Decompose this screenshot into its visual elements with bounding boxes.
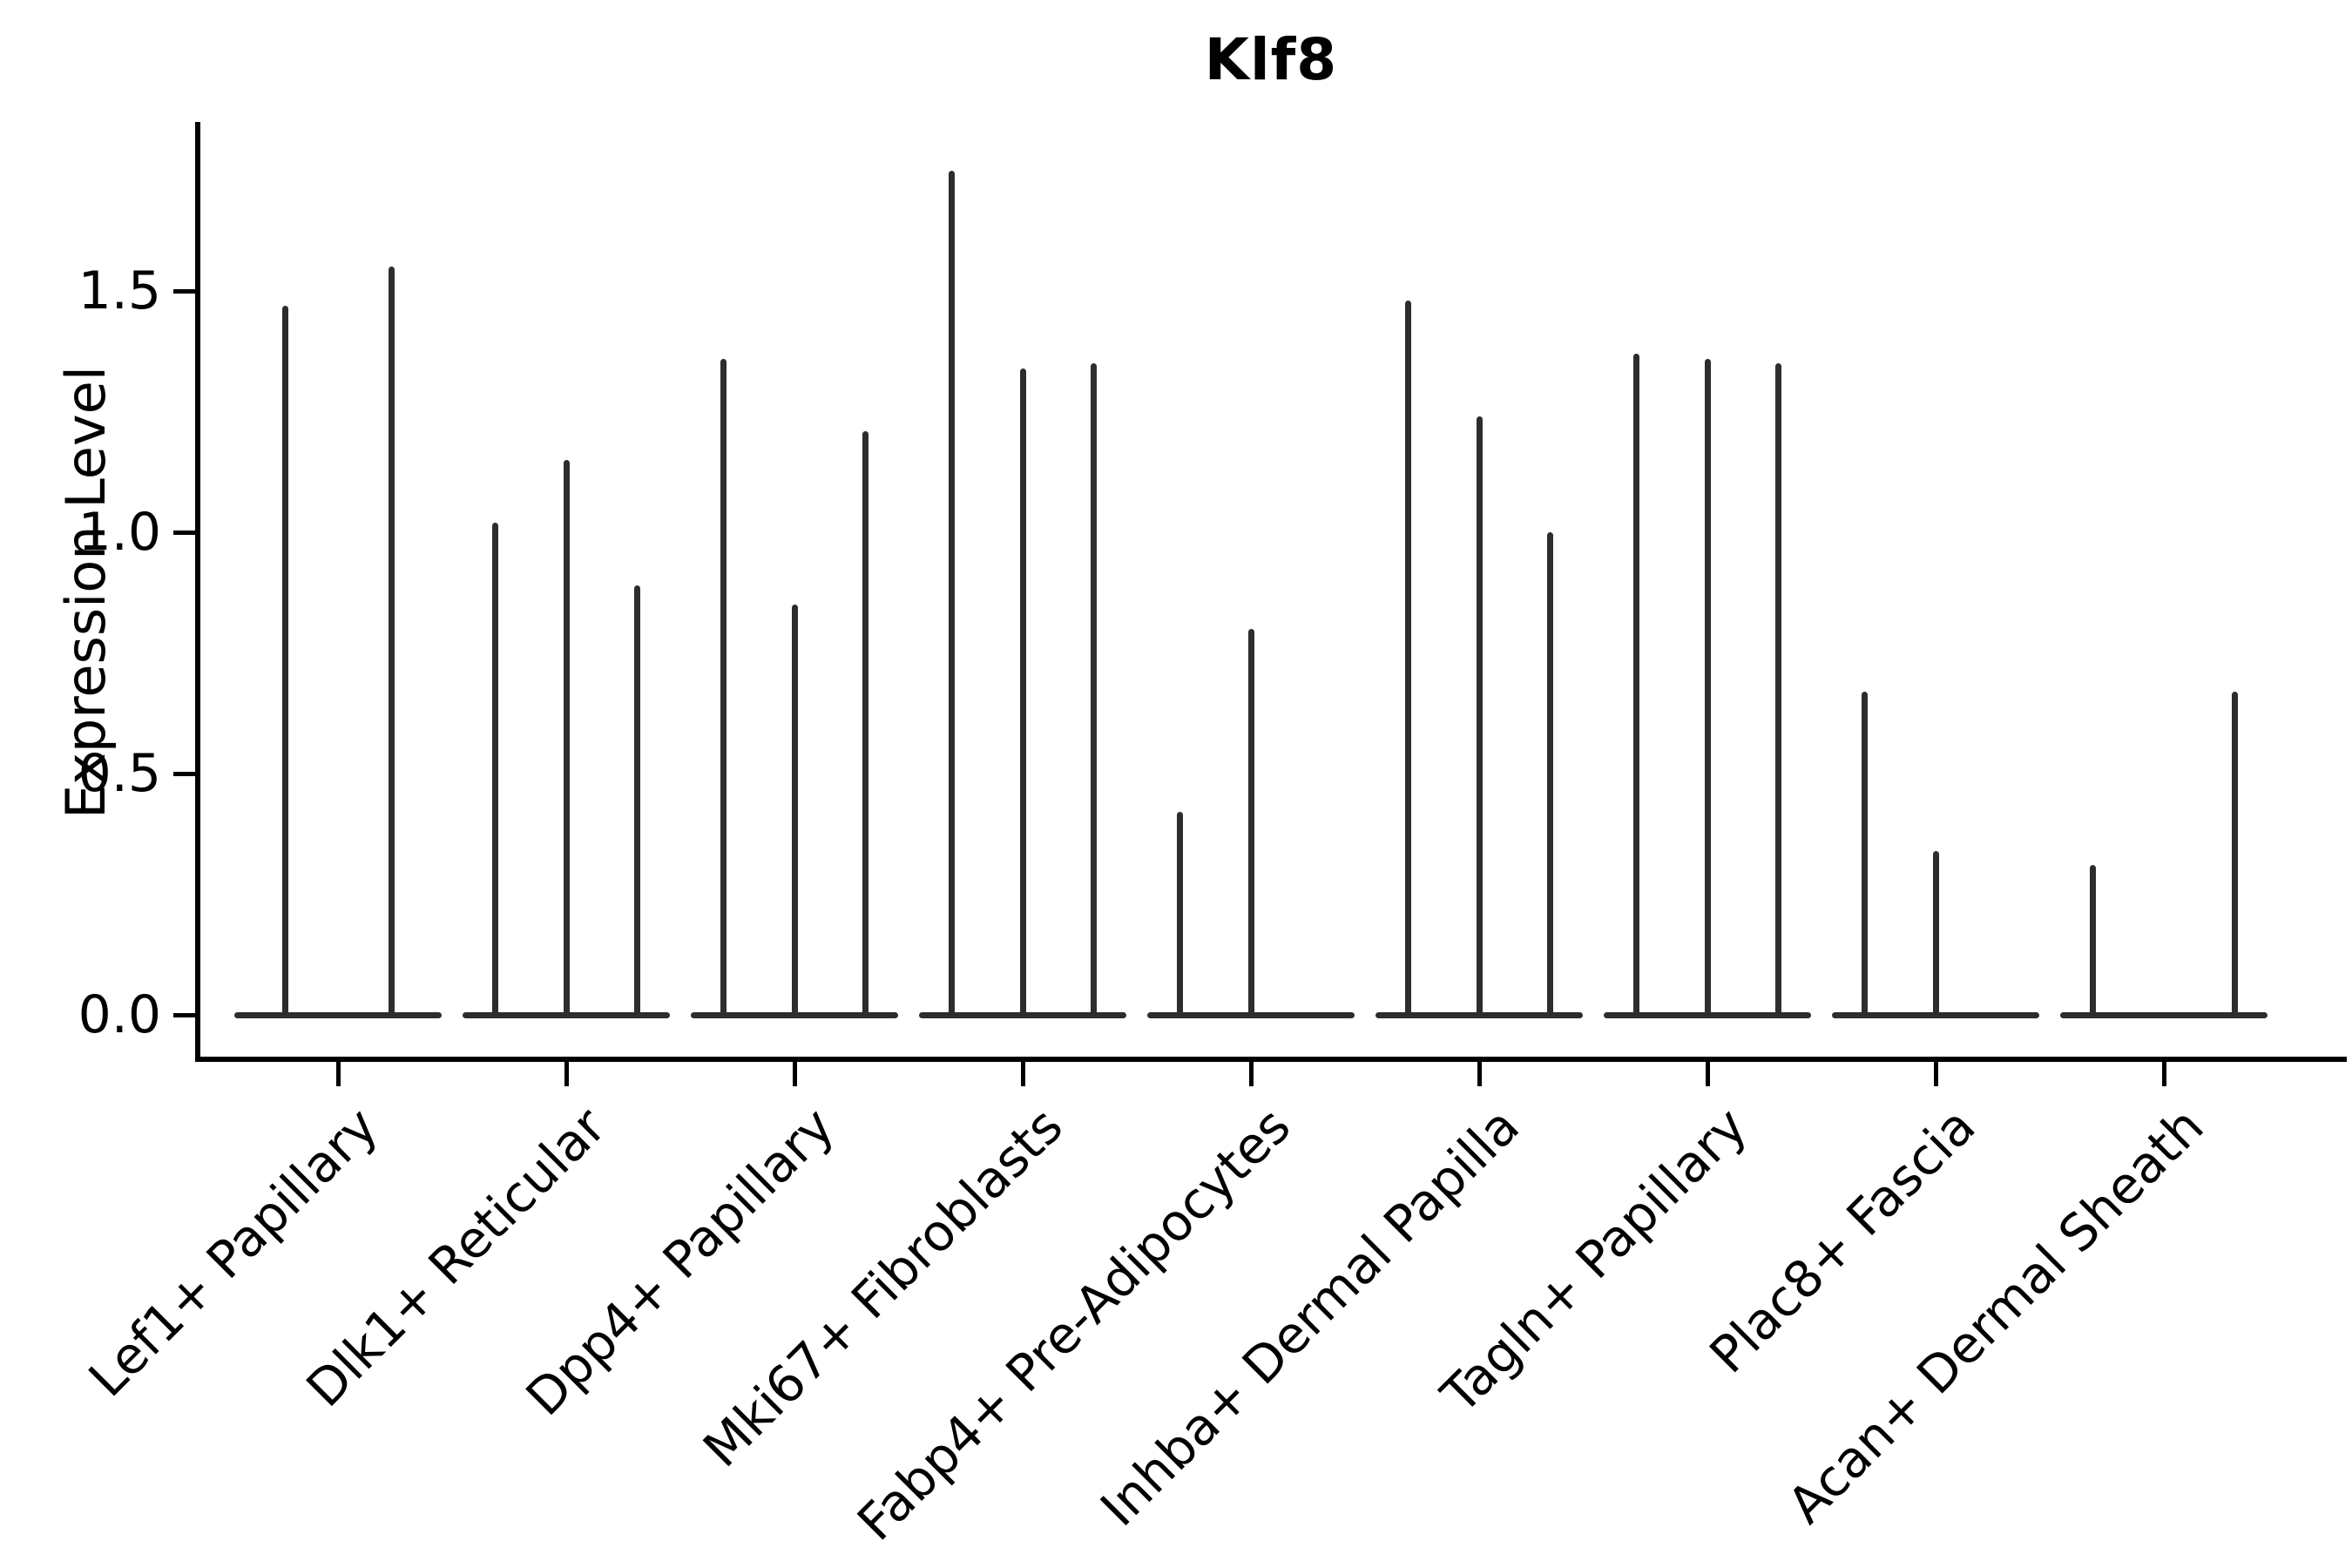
x-tick [1705,1062,1710,1086]
violin-spike [2231,691,2238,1015]
y-tick [173,530,195,535]
y-tick-label: 0.5 [78,743,161,804]
violin-base [234,1011,442,1018]
x-tick [1248,1062,1254,1086]
x-axis-spine [195,1057,2347,1062]
y-tick-label: 0.0 [78,984,161,1045]
x-tick [1477,1062,1482,1086]
violin-spike [1546,532,1553,1015]
violin-spike [1177,812,1184,1015]
violin-spike [1633,354,1640,1015]
x-tick [2161,1062,2166,1086]
violin-spike [1405,301,1412,1015]
violin-base [2060,1011,2268,1018]
violin-spike [1862,691,1869,1015]
violin-spike [281,305,288,1015]
y-tick-label: 1.5 [78,260,161,321]
x-tick [1933,1062,1938,1086]
y-tick [173,771,195,776]
violin-base [919,1011,1126,1018]
violin-spike [388,267,395,1015]
violin-spike [1774,363,1781,1015]
violin-base [1375,1011,1583,1018]
y-tick-label: 1.0 [78,502,161,563]
violin-spike [2090,865,2097,1015]
violin-base [1147,1011,1355,1018]
violin-spike [1476,416,1483,1015]
y-tick [173,1012,195,1017]
violin-spike [949,170,956,1015]
x-tick [792,1062,797,1086]
x-tick [1020,1062,1025,1086]
violin-spike [862,430,868,1015]
violin-spike [1932,850,1939,1015]
x-tick-label: Inhba+ Dermal Papilla [1088,1096,1531,1538]
violin-spike [1019,368,1026,1015]
violin-spike [633,585,640,1015]
violin-spike [1704,358,1711,1015]
x-tick-label: Acan+ Dermal Sheath [1776,1096,2215,1535]
violin-spike [791,605,798,1015]
violin-base [1604,1011,1811,1018]
x-tick-label: Fabp4+ Pre-Adipocytes [846,1096,1302,1552]
violin-spike [563,459,570,1015]
violin-spike [1247,628,1254,1015]
violin-spike [1090,363,1097,1015]
violin-base [691,1011,898,1018]
x-tick [564,1062,569,1086]
violin-base [1832,1011,2039,1018]
y-axis-spine [195,122,200,1062]
chart-title: Klf8 [1204,26,1338,93]
violin-spike [492,522,499,1015]
violin-base [463,1011,670,1018]
y-tick [173,288,195,294]
violin-spike [720,358,727,1015]
x-tick [335,1062,341,1086]
